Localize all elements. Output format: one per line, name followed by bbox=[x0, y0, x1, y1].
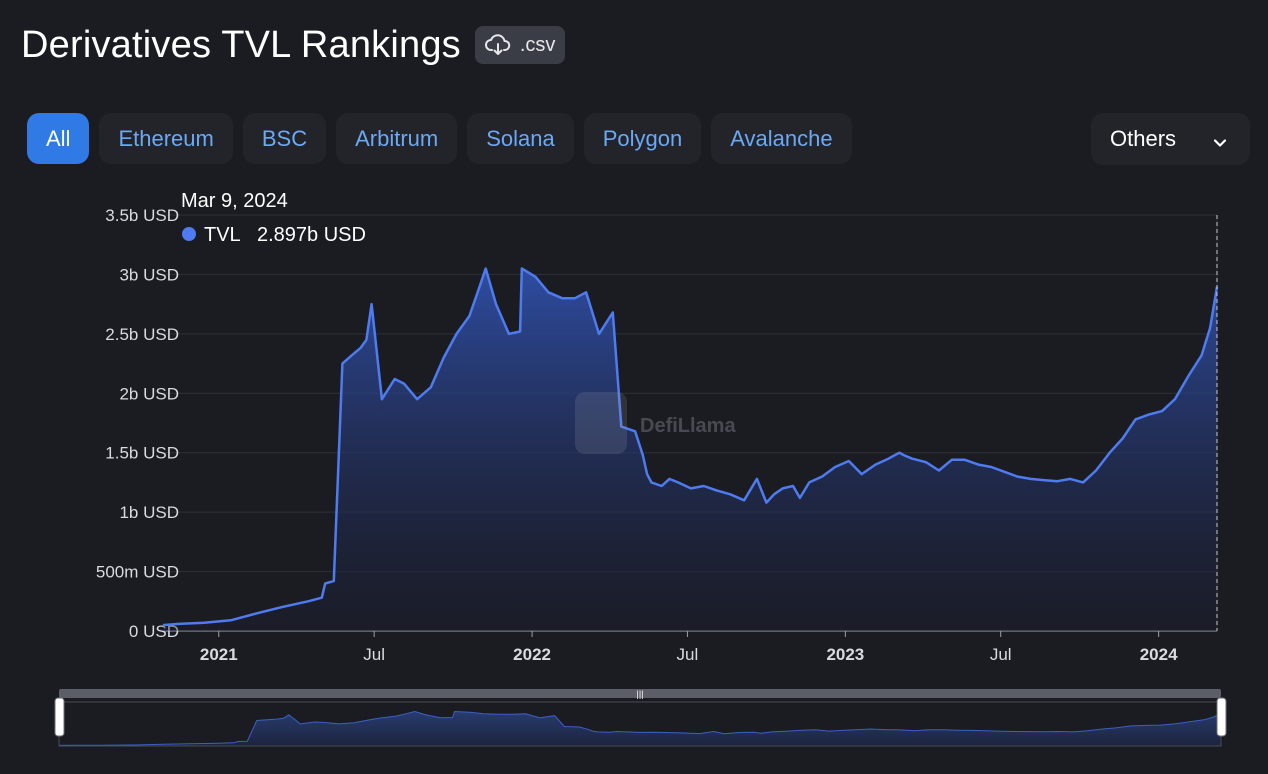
watermark: DefiLlama bbox=[575, 392, 736, 454]
csv-label: .csv bbox=[519, 33, 556, 56]
slider-grip-icon: ||| bbox=[636, 689, 643, 699]
x-tick-label: Jul bbox=[677, 645, 699, 664]
tab-solana[interactable]: Solana bbox=[467, 113, 574, 164]
y-tick-label: 2.5b USD bbox=[105, 325, 179, 344]
slider-right-handle[interactable] bbox=[1216, 697, 1227, 737]
y-tick-label: 3.5b USD bbox=[105, 206, 179, 225]
slider-handle-bar[interactable] bbox=[59, 689, 1221, 698]
tab-all[interactable]: All bbox=[27, 113, 90, 164]
x-tick-label: Jul bbox=[363, 645, 385, 664]
tooltip-value: 2.897b USD bbox=[257, 224, 366, 246]
tooltip-date: Mar 9, 2024 bbox=[181, 190, 288, 212]
tab-polygon[interactable]: Polygon bbox=[583, 113, 702, 164]
chain-tabs: All Ethereum BSC Arbitrum Solana Polygon… bbox=[27, 113, 852, 164]
tooltip: Mar 9, 2024 TVL 2.897b USD bbox=[181, 190, 366, 246]
others-dropdown[interactable]: Others bbox=[1091, 113, 1250, 165]
y-tick-label: 1b USD bbox=[119, 503, 179, 522]
x-tick-label: Jul bbox=[990, 645, 1012, 664]
download-csv-button[interactable]: .csv bbox=[474, 26, 566, 64]
y-tick-label: 1.5b USD bbox=[105, 444, 179, 463]
tab-ethereum[interactable]: Ethereum bbox=[99, 113, 233, 164]
llama-logo-icon bbox=[575, 392, 627, 454]
tab-avalanche[interactable]: Avalanche bbox=[711, 113, 852, 164]
x-axis: 2021 Jul 2022 Jul 2023 Jul 2024 bbox=[200, 631, 1178, 664]
tab-arbitrum[interactable]: Arbitrum bbox=[336, 113, 458, 164]
y-tick-label: 3b USD bbox=[119, 265, 179, 284]
tooltip-series-name: TVL bbox=[204, 224, 241, 246]
slider-preview-area bbox=[59, 711, 1221, 746]
x-tick-label: 2021 bbox=[200, 645, 238, 664]
tooltip-series-marker bbox=[182, 227, 196, 241]
watermark-text: DefiLlama bbox=[640, 415, 736, 437]
x-tick-label: 2023 bbox=[826, 645, 864, 664]
tvl-area-fill bbox=[163, 268, 1217, 631]
y-tick-label: 500m USD bbox=[96, 563, 179, 582]
tvl-area bbox=[162, 267, 1219, 631]
range-slider[interactable]: ||| bbox=[54, 689, 1227, 747]
slider-left-handle[interactable] bbox=[54, 697, 65, 737]
cloud-download-icon bbox=[484, 33, 511, 57]
chevron-down-icon bbox=[1212, 131, 1228, 157]
page-title: Derivatives TVL Rankings bbox=[21, 24, 461, 66]
slider-preview-line bbox=[58, 710, 1222, 746]
x-tick-label: 2024 bbox=[1140, 645, 1178, 664]
others-label: Others bbox=[1110, 126, 1177, 151]
x-tick-label: 2022 bbox=[513, 645, 551, 664]
tab-bsc[interactable]: BSC bbox=[242, 113, 327, 164]
y-tick-label: 2b USD bbox=[119, 384, 179, 403]
